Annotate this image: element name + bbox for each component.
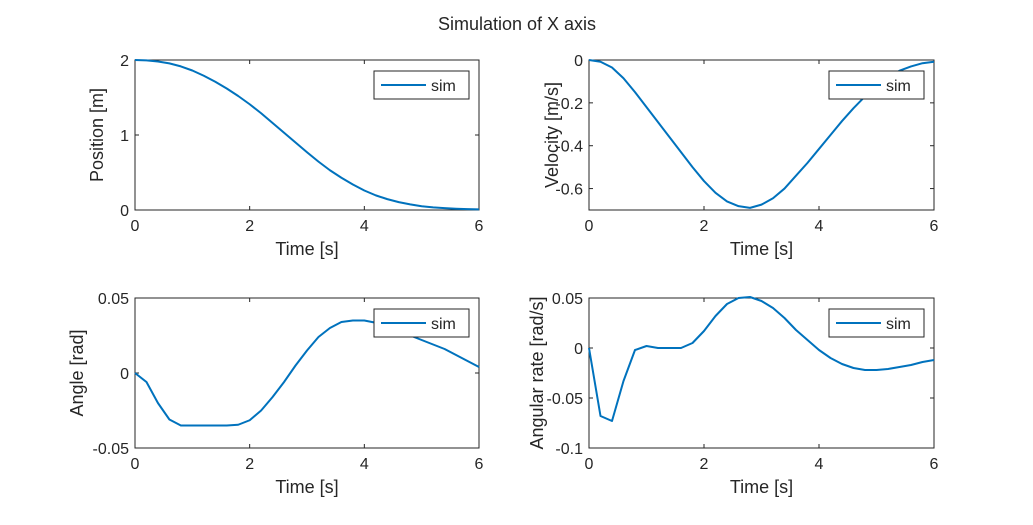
series-line-angular-rate — [588, 296, 935, 422]
x-tick-label: 2 — [700, 456, 709, 473]
x-tick-label: 2 — [700, 218, 709, 235]
figure-title: Simulation of X axis — [438, 14, 596, 34]
x-tick-label: 0 — [131, 456, 140, 473]
y-tick-label: 0.05 — [98, 291, 129, 308]
x-tick-label: 6 — [930, 218, 939, 235]
legend-velocity: sim — [828, 70, 925, 100]
x-axis-label: Time [s] — [730, 477, 793, 497]
y-tick-label: 0.05 — [552, 291, 583, 308]
y-tick-label: -0.4 — [555, 139, 583, 156]
x-tick-label: 2 — [245, 456, 254, 473]
x-tick-label: 4 — [360, 456, 369, 473]
y-tick-label: -0.1 — [555, 441, 583, 458]
subplot-position: 0 2 4 6 0 1 2 Time [s] Position [m] sim — [87, 53, 484, 259]
y-tick-label: -0.05 — [93, 441, 130, 458]
x-tick-label: 4 — [815, 218, 824, 235]
x-tick-label: 6 — [475, 218, 484, 235]
x-tick-label: 4 — [815, 456, 824, 473]
y-tick-label: -0.05 — [547, 391, 584, 408]
subplots: 0 2 4 6 0 1 2 Time [s] Position [m] sim 0 2 4 6 -0.6 -0… — [67, 53, 939, 497]
y-tick-label: -0.6 — [555, 182, 583, 199]
legend-angle: sim — [373, 308, 470, 338]
series-line-position — [134, 59, 480, 211]
y-axis-label: Angular rate [rad/s] — [527, 296, 547, 449]
x-tick-label: 0 — [585, 218, 594, 235]
x-tick-label: 4 — [360, 218, 369, 235]
legend-label: sim — [886, 316, 911, 333]
y-tick-label: 1 — [120, 128, 129, 145]
x-axis-label: Time [s] — [275, 239, 338, 259]
subplot-velocity: 0 2 4 6 -0.6 -0.4 -0.2 0 Time [s] Velocity [m/s] s… — [542, 53, 939, 259]
legend-angular-rate: sim — [828, 308, 925, 338]
x-tick-label: 0 — [585, 456, 594, 473]
y-tick-label: 0 — [120, 366, 129, 383]
x-tick-label: 0 — [131, 218, 140, 235]
legend-label: sim — [431, 78, 456, 95]
y-axis-label: Velocity [m/s] — [542, 82, 562, 188]
series-line-angle — [134, 319, 480, 427]
legend-position: sim — [373, 70, 470, 100]
legend-label: sim — [886, 78, 911, 95]
y-tick-label: 0 — [574, 341, 583, 358]
x-tick-label: 6 — [930, 456, 939, 473]
y-axis-label: Position [m] — [87, 88, 107, 182]
y-axis-label: Angle [rad] — [67, 329, 87, 416]
subplot-angular-rate: 0 2 4 6 -0.1 -0.05 0 0.05 Time [s] Angular rate [… — [527, 291, 939, 497]
x-axis-label: Time [s] — [730, 239, 793, 259]
x-tick-label: 6 — [475, 456, 484, 473]
y-tick-label: -0.2 — [555, 96, 583, 113]
y-tick-label: 0 — [120, 203, 129, 220]
y-tick-label: 2 — [120, 53, 129, 70]
legend-label: sim — [431, 316, 456, 333]
x-axis-label: Time [s] — [275, 477, 338, 497]
y-tick-label: 0 — [574, 53, 583, 70]
x-tick-label: 2 — [245, 218, 254, 235]
